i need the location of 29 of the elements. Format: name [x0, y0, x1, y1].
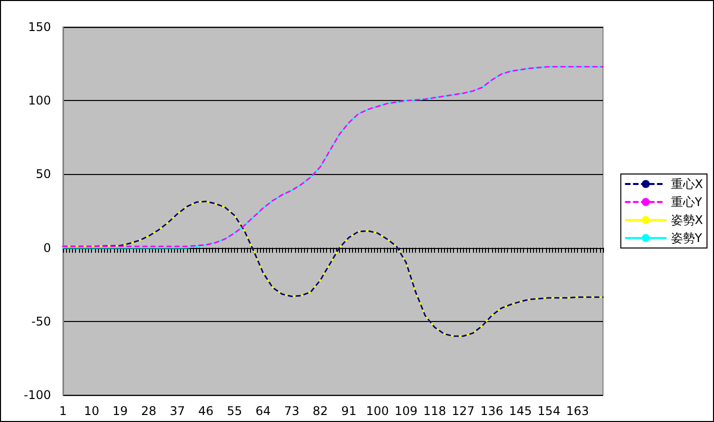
x-tick-label: 64 [255, 404, 271, 418]
legend-label: 姿勢Y [670, 231, 703, 245]
legend-label: 重心X [670, 177, 704, 191]
x-tick-label: 55 [226, 404, 242, 418]
x-tick-label: 46 [198, 404, 214, 418]
y-tick-label: 0 [43, 240, 51, 255]
x-tick-label: 163 [566, 404, 590, 418]
x-tick-label: 10 [84, 404, 100, 418]
x-tick-label: 82 [312, 404, 328, 418]
x-tick-label: 37 [170, 404, 185, 418]
x-tick-label: 28 [141, 404, 156, 418]
x-tick-label: 136 [480, 404, 504, 418]
x-tick-label: 154 [538, 404, 560, 418]
legend-label: 姿勢X [670, 213, 704, 227]
x-tick-label: 109 [394, 404, 418, 418]
x-tick-label: 73 [284, 404, 300, 418]
x-tick-label: 118 [423, 404, 446, 418]
legend-label: 重心Y [670, 195, 703, 209]
x-tick-label: 91 [341, 404, 357, 418]
x-tick-label: 145 [508, 404, 532, 418]
x-tick-label: 1 [59, 404, 67, 418]
y-tick-label: 100 [28, 94, 51, 108]
y-tick-label: -50 [31, 314, 51, 328]
x-tick-label: 100 [366, 404, 389, 418]
y-tick-label: 150 [28, 20, 51, 34]
y-tick-label: 50 [36, 167, 51, 182]
x-tick-label: 127 [452, 404, 475, 418]
y-tick-label: -100 [24, 388, 51, 402]
x-tick-label: 19 [112, 404, 128, 418]
